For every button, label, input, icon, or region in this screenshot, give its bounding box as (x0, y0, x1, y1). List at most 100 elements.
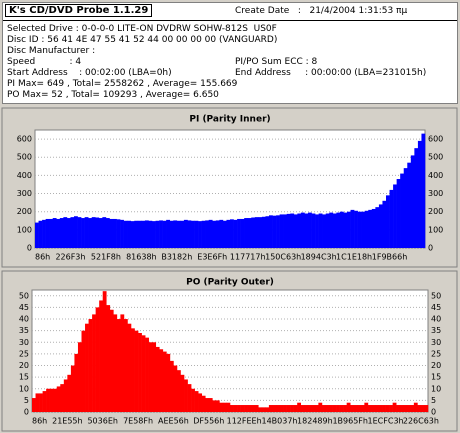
bar (169, 360, 174, 412)
bar (265, 216, 270, 248)
y-tick-label-right: 35 (431, 326, 441, 335)
y-tick-label: 400 (17, 171, 32, 180)
bar (410, 155, 415, 248)
x-tick-label: 1ECFC3h (368, 417, 404, 426)
bar (410, 405, 415, 412)
y-tick-label-right: 5 (431, 396, 436, 405)
bar (102, 217, 107, 248)
info-text: Disc Manufacturer : (7, 46, 96, 56)
x-tick-label: 86h (32, 417, 47, 426)
bar (152, 221, 156, 248)
bar (336, 405, 340, 412)
bar (219, 402, 224, 412)
bar (74, 216, 78, 248)
bar (276, 215, 280, 248)
bar (318, 213, 323, 248)
bar (212, 220, 217, 248)
bar (332, 405, 337, 412)
bar (396, 405, 401, 412)
bar (389, 189, 394, 248)
bar (357, 405, 362, 412)
bar (169, 220, 174, 248)
bar (59, 218, 64, 248)
bar (56, 386, 61, 412)
bar (166, 353, 171, 412)
bar (251, 217, 256, 248)
bar (279, 405, 284, 412)
y-tick-label-right: 600 (428, 135, 443, 144)
bar (378, 204, 383, 248)
bar (201, 220, 206, 248)
bar (63, 217, 68, 248)
info-text: PO Max= 52 , Total= 109293 , Average= 6.… (7, 90, 219, 100)
bar (300, 212, 305, 248)
bar (272, 405, 277, 412)
bar (208, 398, 213, 412)
bar (109, 218, 114, 248)
x-tick-label: B3182h (161, 253, 192, 262)
bar (191, 220, 195, 248)
y-tick-label: 200 (17, 207, 32, 216)
bar (159, 349, 164, 412)
bar (406, 405, 411, 412)
bar (201, 395, 206, 412)
chart-title: PO (Parity Outer) (186, 278, 274, 288)
bar (293, 214, 298, 248)
x-tick-label: 226C63h (403, 417, 439, 426)
x-tick-label: 14B037h (261, 417, 297, 426)
x-tick-label: 21E55h (52, 417, 82, 426)
bar (35, 393, 40, 412)
bar (215, 220, 220, 248)
y-tick-label-right: 0 (428, 244, 433, 253)
x-tick-label: 150C63h (265, 253, 301, 262)
bar (400, 173, 405, 248)
bar (187, 384, 192, 412)
bar (279, 214, 284, 248)
y-tick-label-right: 200 (428, 207, 443, 216)
bar (240, 405, 245, 412)
bar (162, 220, 167, 248)
bar (230, 405, 234, 412)
info-text: Selected Drive : 0-0-0-0 LITE-ON DVDRW S… (7, 24, 277, 34)
bar (138, 332, 142, 412)
bar (81, 218, 85, 248)
bar (38, 220, 43, 248)
x-tick-label: 112FEEh (227, 417, 262, 426)
bar (297, 213, 302, 248)
bar (385, 405, 390, 412)
y-tick-label: 30 (19, 338, 29, 347)
bar (74, 353, 79, 412)
bar (116, 319, 121, 412)
bar (407, 162, 412, 248)
bar (283, 405, 287, 412)
y-tick-label: 45 (19, 303, 29, 312)
info-text: PI Max= 649 , Total= 2558262 , Average= … (7, 79, 238, 89)
bar (403, 405, 408, 412)
x-tick-label: 1B965Fh (332, 417, 368, 426)
x-tick-label: 521F8h (91, 253, 121, 262)
bar (95, 217, 100, 248)
info-text: End Address : 00:00:00 (LBA=231015h) (235, 68, 427, 78)
y-tick-label: 5 (24, 396, 29, 405)
bar (261, 216, 266, 248)
bar (187, 220, 192, 248)
bar (173, 220, 178, 248)
bar (392, 402, 397, 412)
bar (166, 219, 171, 248)
bar (393, 184, 397, 248)
bar (318, 402, 323, 412)
y-tick-label: 0 (27, 244, 32, 253)
bar (127, 220, 132, 248)
bar (155, 346, 160, 412)
y-tick-label: 10 (19, 384, 29, 393)
bar (343, 405, 347, 412)
bar (70, 365, 75, 412)
bar (198, 221, 202, 248)
bar (346, 402, 351, 412)
x-tick-label: 226F3h (55, 253, 85, 262)
bar (222, 402, 227, 412)
bar (357, 211, 362, 248)
bar (127, 323, 132, 412)
